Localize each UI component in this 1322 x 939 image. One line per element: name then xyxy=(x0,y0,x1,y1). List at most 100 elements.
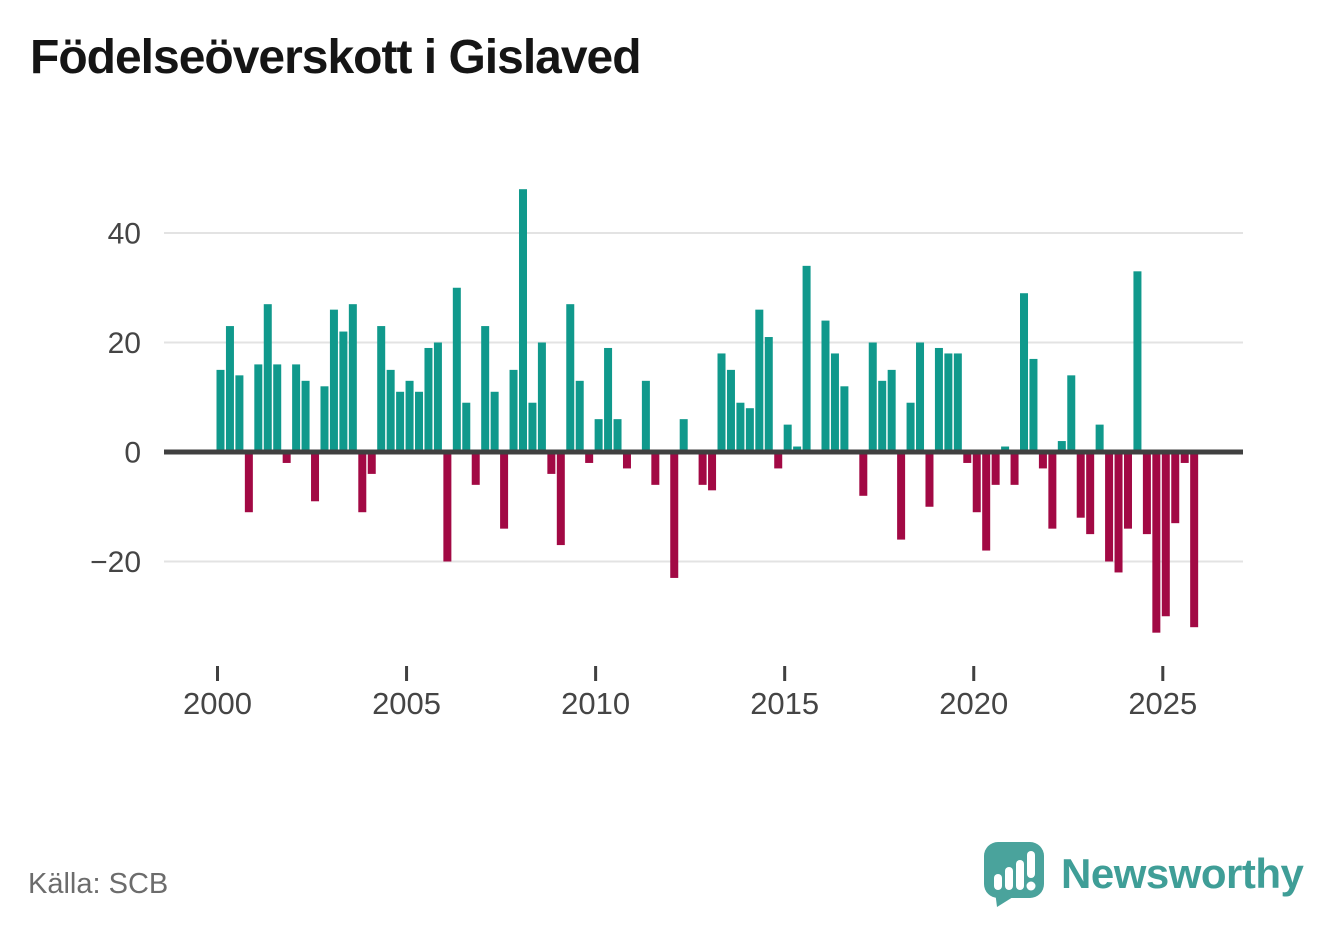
bar-2012-q2 xyxy=(679,419,688,452)
bar-2025-q4 xyxy=(1190,452,1199,628)
bar-2010-q2 xyxy=(604,347,613,452)
bar-2011-q2 xyxy=(641,380,650,452)
x-tick-label: 2000 xyxy=(183,686,252,721)
bar-2009-q2 xyxy=(566,304,575,452)
bar-2012-q4 xyxy=(698,452,707,485)
bar-2022-q2 xyxy=(1057,441,1066,452)
bar-2020-q1 xyxy=(972,452,981,513)
x-tick xyxy=(405,666,409,681)
bar-2014-q1 xyxy=(745,408,754,452)
bar-2005-q2 xyxy=(415,391,424,452)
bar-2015-q3 xyxy=(802,265,811,452)
gridline xyxy=(164,232,1243,234)
y-tick-label: 40 xyxy=(108,218,141,251)
bar-2020-q3 xyxy=(991,452,1000,485)
bar-2023-q1 xyxy=(1086,452,1095,535)
bar-2000-q3 xyxy=(235,375,244,452)
x-tick-label: 2015 xyxy=(750,686,819,721)
bar-2013-q3 xyxy=(726,369,735,452)
bar-2008-q1 xyxy=(518,189,527,452)
bar-2023-q4 xyxy=(1114,452,1123,573)
zero-axis-line xyxy=(164,449,1243,455)
bar-2001-q3 xyxy=(273,364,282,452)
bar-2010-q1 xyxy=(594,419,603,452)
bar-2009-q3 xyxy=(575,380,584,452)
bar-2018-q2 xyxy=(906,402,915,452)
bar-2018-q4 xyxy=(925,452,934,507)
y-tick-label: 20 xyxy=(108,327,141,360)
bar-2007-q2 xyxy=(490,391,499,452)
bar-2019-q3 xyxy=(953,353,962,452)
x-tick xyxy=(594,666,598,681)
bar-2006-q1 xyxy=(443,452,452,562)
y-tick-label: −20 xyxy=(90,546,141,579)
chart-title: Födelseöverskott i Gislaved xyxy=(30,31,642,84)
bar-2020-q4 xyxy=(1001,446,1010,452)
bar-2006-q3 xyxy=(462,402,471,452)
bar-2025-q2 xyxy=(1171,452,1180,524)
bar-2015-q2 xyxy=(793,446,802,452)
bar-2024-q4 xyxy=(1152,452,1161,633)
bar-2001-q2 xyxy=(263,304,272,452)
x-tick-label: 2005 xyxy=(372,686,441,721)
bar-2003-q1 xyxy=(329,309,338,452)
bar-2003-q4 xyxy=(358,452,367,513)
bar-2008-q2 xyxy=(528,402,537,452)
bar-2007-q3 xyxy=(500,452,509,529)
bar-2004-q4 xyxy=(396,391,405,452)
x-tick xyxy=(972,666,976,681)
x-tick-label: 2010 xyxy=(561,686,630,721)
bar-2019-q1 xyxy=(934,347,943,452)
bar-2012-q1 xyxy=(670,452,679,578)
x-tick-label: 2020 xyxy=(939,686,1008,721)
bar-2005-q3 xyxy=(424,347,433,452)
bar-2008-q4 xyxy=(547,452,556,474)
bar-2009-q4 xyxy=(585,452,594,463)
bar-2001-q4 xyxy=(282,452,291,463)
bar-2019-q4 xyxy=(963,452,972,463)
x-tick xyxy=(1161,666,1165,681)
bar-2024-q2 xyxy=(1133,271,1142,452)
bar-2022-q4 xyxy=(1076,452,1085,518)
bar-2021-q3 xyxy=(1029,358,1038,452)
bar-2010-q3 xyxy=(613,419,622,452)
bar-2023-q3 xyxy=(1105,452,1114,562)
bar-2014-q3 xyxy=(764,337,773,452)
bar-2016-q2 xyxy=(830,353,839,452)
bar-2009-q1 xyxy=(556,452,565,546)
bar-2013-q2 xyxy=(717,353,726,452)
bar-2013-q4 xyxy=(736,402,745,452)
x-tick-label: 2025 xyxy=(1128,686,1197,721)
bar-2015-q1 xyxy=(783,424,792,452)
bar-2008-q3 xyxy=(537,342,546,452)
bar-2022-q3 xyxy=(1067,375,1076,452)
bar-2023-q2 xyxy=(1095,424,1104,452)
bar-2017-q1 xyxy=(859,452,868,496)
bar-2002-q1 xyxy=(292,364,301,452)
bar-2007-q1 xyxy=(481,326,490,452)
bar-2005-q1 xyxy=(405,380,414,452)
bar-2017-q2 xyxy=(868,342,877,452)
bar-2006-q2 xyxy=(452,287,461,452)
bar-2025-q1 xyxy=(1161,452,1170,617)
source-label: Källa: SCB xyxy=(28,868,169,900)
bar-2016-q1 xyxy=(821,320,830,452)
bar-2003-q3 xyxy=(348,304,357,452)
y-gridlines xyxy=(164,232,1243,563)
bar-2018-q1 xyxy=(897,452,906,540)
gridline xyxy=(164,341,1243,344)
bar-2017-q3 xyxy=(878,380,887,452)
bar-2007-q4 xyxy=(509,369,518,452)
x-tick xyxy=(216,666,219,681)
bar-2018-q3 xyxy=(916,342,925,452)
bar-2021-q4 xyxy=(1038,452,1047,469)
x-tick xyxy=(783,666,787,681)
bar-2002-q4 xyxy=(320,386,329,452)
newsworthy-icon xyxy=(984,842,1044,907)
brand-name: Newsworthy xyxy=(1061,850,1304,897)
bar-2024-q1 xyxy=(1123,452,1132,529)
bar-2002-q3 xyxy=(311,452,320,502)
bar-2004-q3 xyxy=(386,369,395,452)
